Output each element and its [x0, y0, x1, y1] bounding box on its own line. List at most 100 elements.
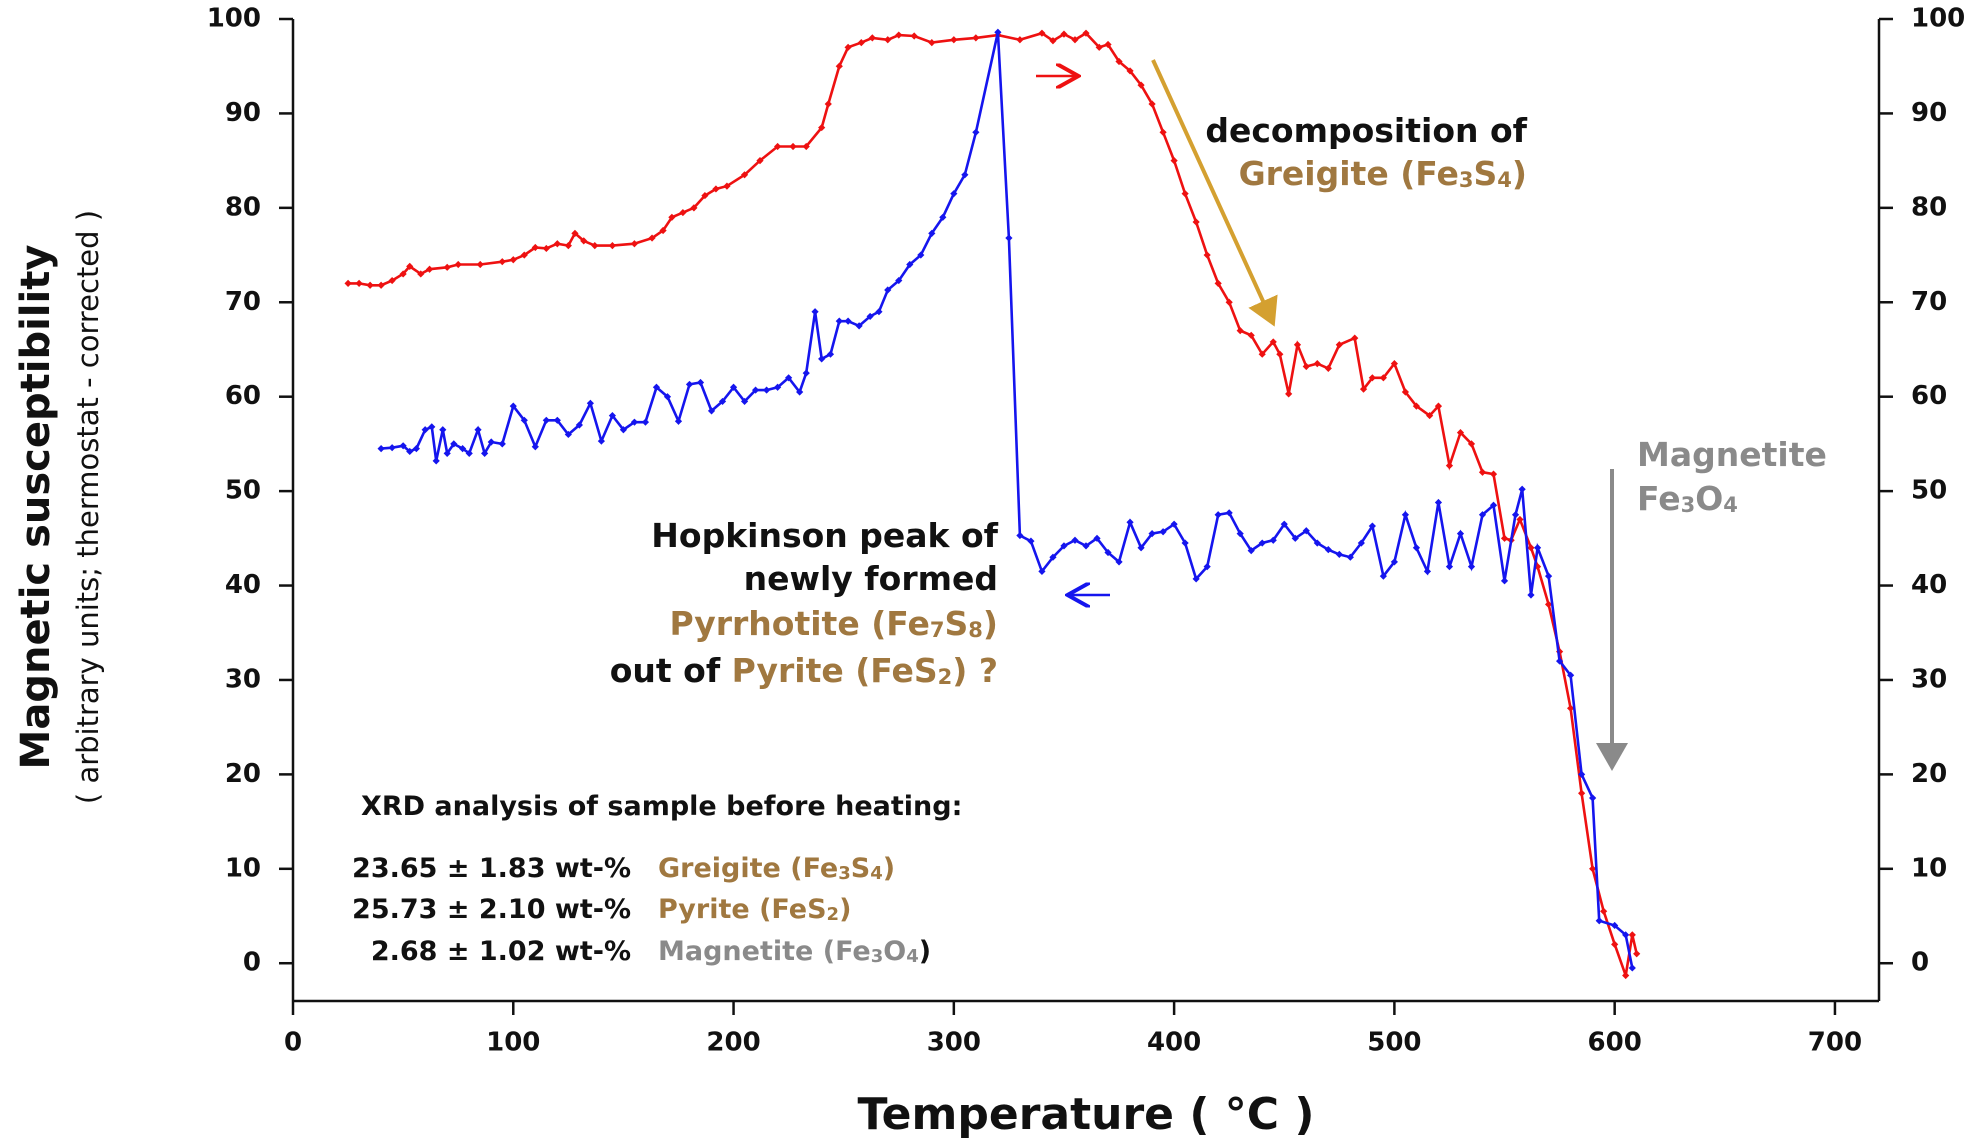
- annotation-span: S: [945, 604, 969, 643]
- greigite-arrow: [1151, 59, 1278, 327]
- data-point: [1016, 531, 1024, 540]
- data-point: [1060, 542, 1068, 550]
- data-point: [1236, 326, 1244, 335]
- data-point: [939, 213, 947, 221]
- data-point: [1126, 518, 1134, 526]
- y2-tick-label: 20: [1911, 759, 1947, 789]
- data-point: [785, 374, 793, 382]
- data-point: [439, 426, 447, 434]
- data-point: [835, 62, 843, 70]
- data-point: [1423, 567, 1432, 575]
- data-point: [756, 157, 764, 165]
- data-point: [1611, 940, 1619, 948]
- data-point: [1038, 29, 1046, 37]
- data-point: [659, 226, 667, 235]
- subscript: 2: [938, 665, 953, 689]
- data-point: [1302, 362, 1310, 371]
- data-point: [619, 426, 628, 434]
- x-tick-label: 0: [284, 1028, 302, 1058]
- data-point: [443, 263, 451, 271]
- data-point: [487, 438, 495, 446]
- data-point: [608, 411, 617, 420]
- data-point: [826, 350, 835, 358]
- data-point: [1379, 572, 1387, 580]
- y-tick-label: 0: [243, 948, 261, 978]
- y2-tick-label: 80: [1911, 192, 1947, 222]
- data-point: [1324, 546, 1332, 554]
- data-point: [648, 234, 656, 242]
- data-point: [575, 421, 583, 429]
- data-point: [1247, 331, 1255, 339]
- y-tick-label: 100: [207, 4, 261, 34]
- data-point: [1456, 428, 1465, 437]
- data-point: [1445, 462, 1454, 470]
- data-point: [818, 123, 826, 132]
- annotation-span: ) ?: [952, 651, 998, 690]
- data-point: [1478, 468, 1487, 476]
- y-axis-sublabel: ( arbitrary units; thermostat - correcte…: [71, 210, 105, 804]
- data-point: [1214, 511, 1222, 519]
- data-point: [844, 317, 852, 325]
- data-point: [531, 243, 539, 252]
- data-point: [474, 426, 482, 434]
- data-point: [1622, 931, 1630, 939]
- data-point: [1578, 770, 1586, 778]
- data-point: [1313, 539, 1321, 547]
- y2-tick-label: 100: [1911, 4, 1965, 34]
- data-point: [1467, 563, 1476, 571]
- data-point: [1445, 563, 1454, 571]
- data-point: [443, 449, 451, 457]
- data-point: [1500, 577, 1509, 585]
- data-point: [406, 447, 414, 456]
- data-point: [1027, 537, 1035, 545]
- data-point: [1359, 385, 1368, 393]
- data-point: [355, 279, 363, 287]
- data-point: [564, 242, 572, 250]
- data-point: [1628, 931, 1636, 939]
- data-point: [994, 28, 1002, 36]
- data-point: [641, 418, 650, 426]
- data-point: [835, 317, 843, 325]
- data-point: [509, 256, 517, 264]
- data-point: [1467, 440, 1476, 448]
- data-point: [950, 36, 958, 44]
- data-point: [1159, 528, 1167, 536]
- data-point: [740, 171, 749, 179]
- annotation-span: Hopkinson peak of: [651, 516, 998, 555]
- data-point: [1159, 128, 1167, 136]
- data-point: [1082, 29, 1090, 37]
- data-point: [1335, 550, 1343, 558]
- annotation-span: XRD analysis of sample before heating:: [361, 791, 962, 822]
- data-point: [1005, 234, 1013, 242]
- data-point: [1170, 520, 1178, 528]
- data-point: [1291, 534, 1299, 542]
- x-tick-label: 700: [1808, 1028, 1862, 1058]
- annotation: 23.65 ± 1.83 wt-%: [352, 853, 631, 884]
- data-point: [774, 142, 782, 151]
- data-point: [875, 308, 883, 316]
- data-point: [1567, 704, 1575, 712]
- annotation-span: Fe: [1637, 479, 1681, 518]
- data-point: [1478, 511, 1487, 519]
- data-point: [1192, 575, 1200, 583]
- data-point: [740, 397, 749, 406]
- data-point: [884, 286, 892, 294]
- data-point: [1016, 36, 1024, 44]
- y-tick-label: 50: [225, 476, 261, 506]
- data-point: [1357, 539, 1365, 547]
- data-point: [531, 443, 539, 451]
- annotation: Hopkinson peak of: [651, 516, 998, 555]
- data-point: [1434, 498, 1443, 507]
- data-point: [608, 242, 617, 250]
- data-point: [857, 39, 865, 47]
- data-point: [1258, 539, 1266, 547]
- data-point: [796, 388, 804, 396]
- data-point: [498, 440, 506, 448]
- subscript: 3: [1681, 493, 1696, 517]
- data-point: [1622, 971, 1630, 980]
- data-point: [366, 281, 374, 289]
- data-point: [1276, 350, 1284, 358]
- data-point: [1137, 81, 1145, 89]
- annotation-span: out of: [610, 651, 732, 690]
- data-point: [465, 449, 473, 457]
